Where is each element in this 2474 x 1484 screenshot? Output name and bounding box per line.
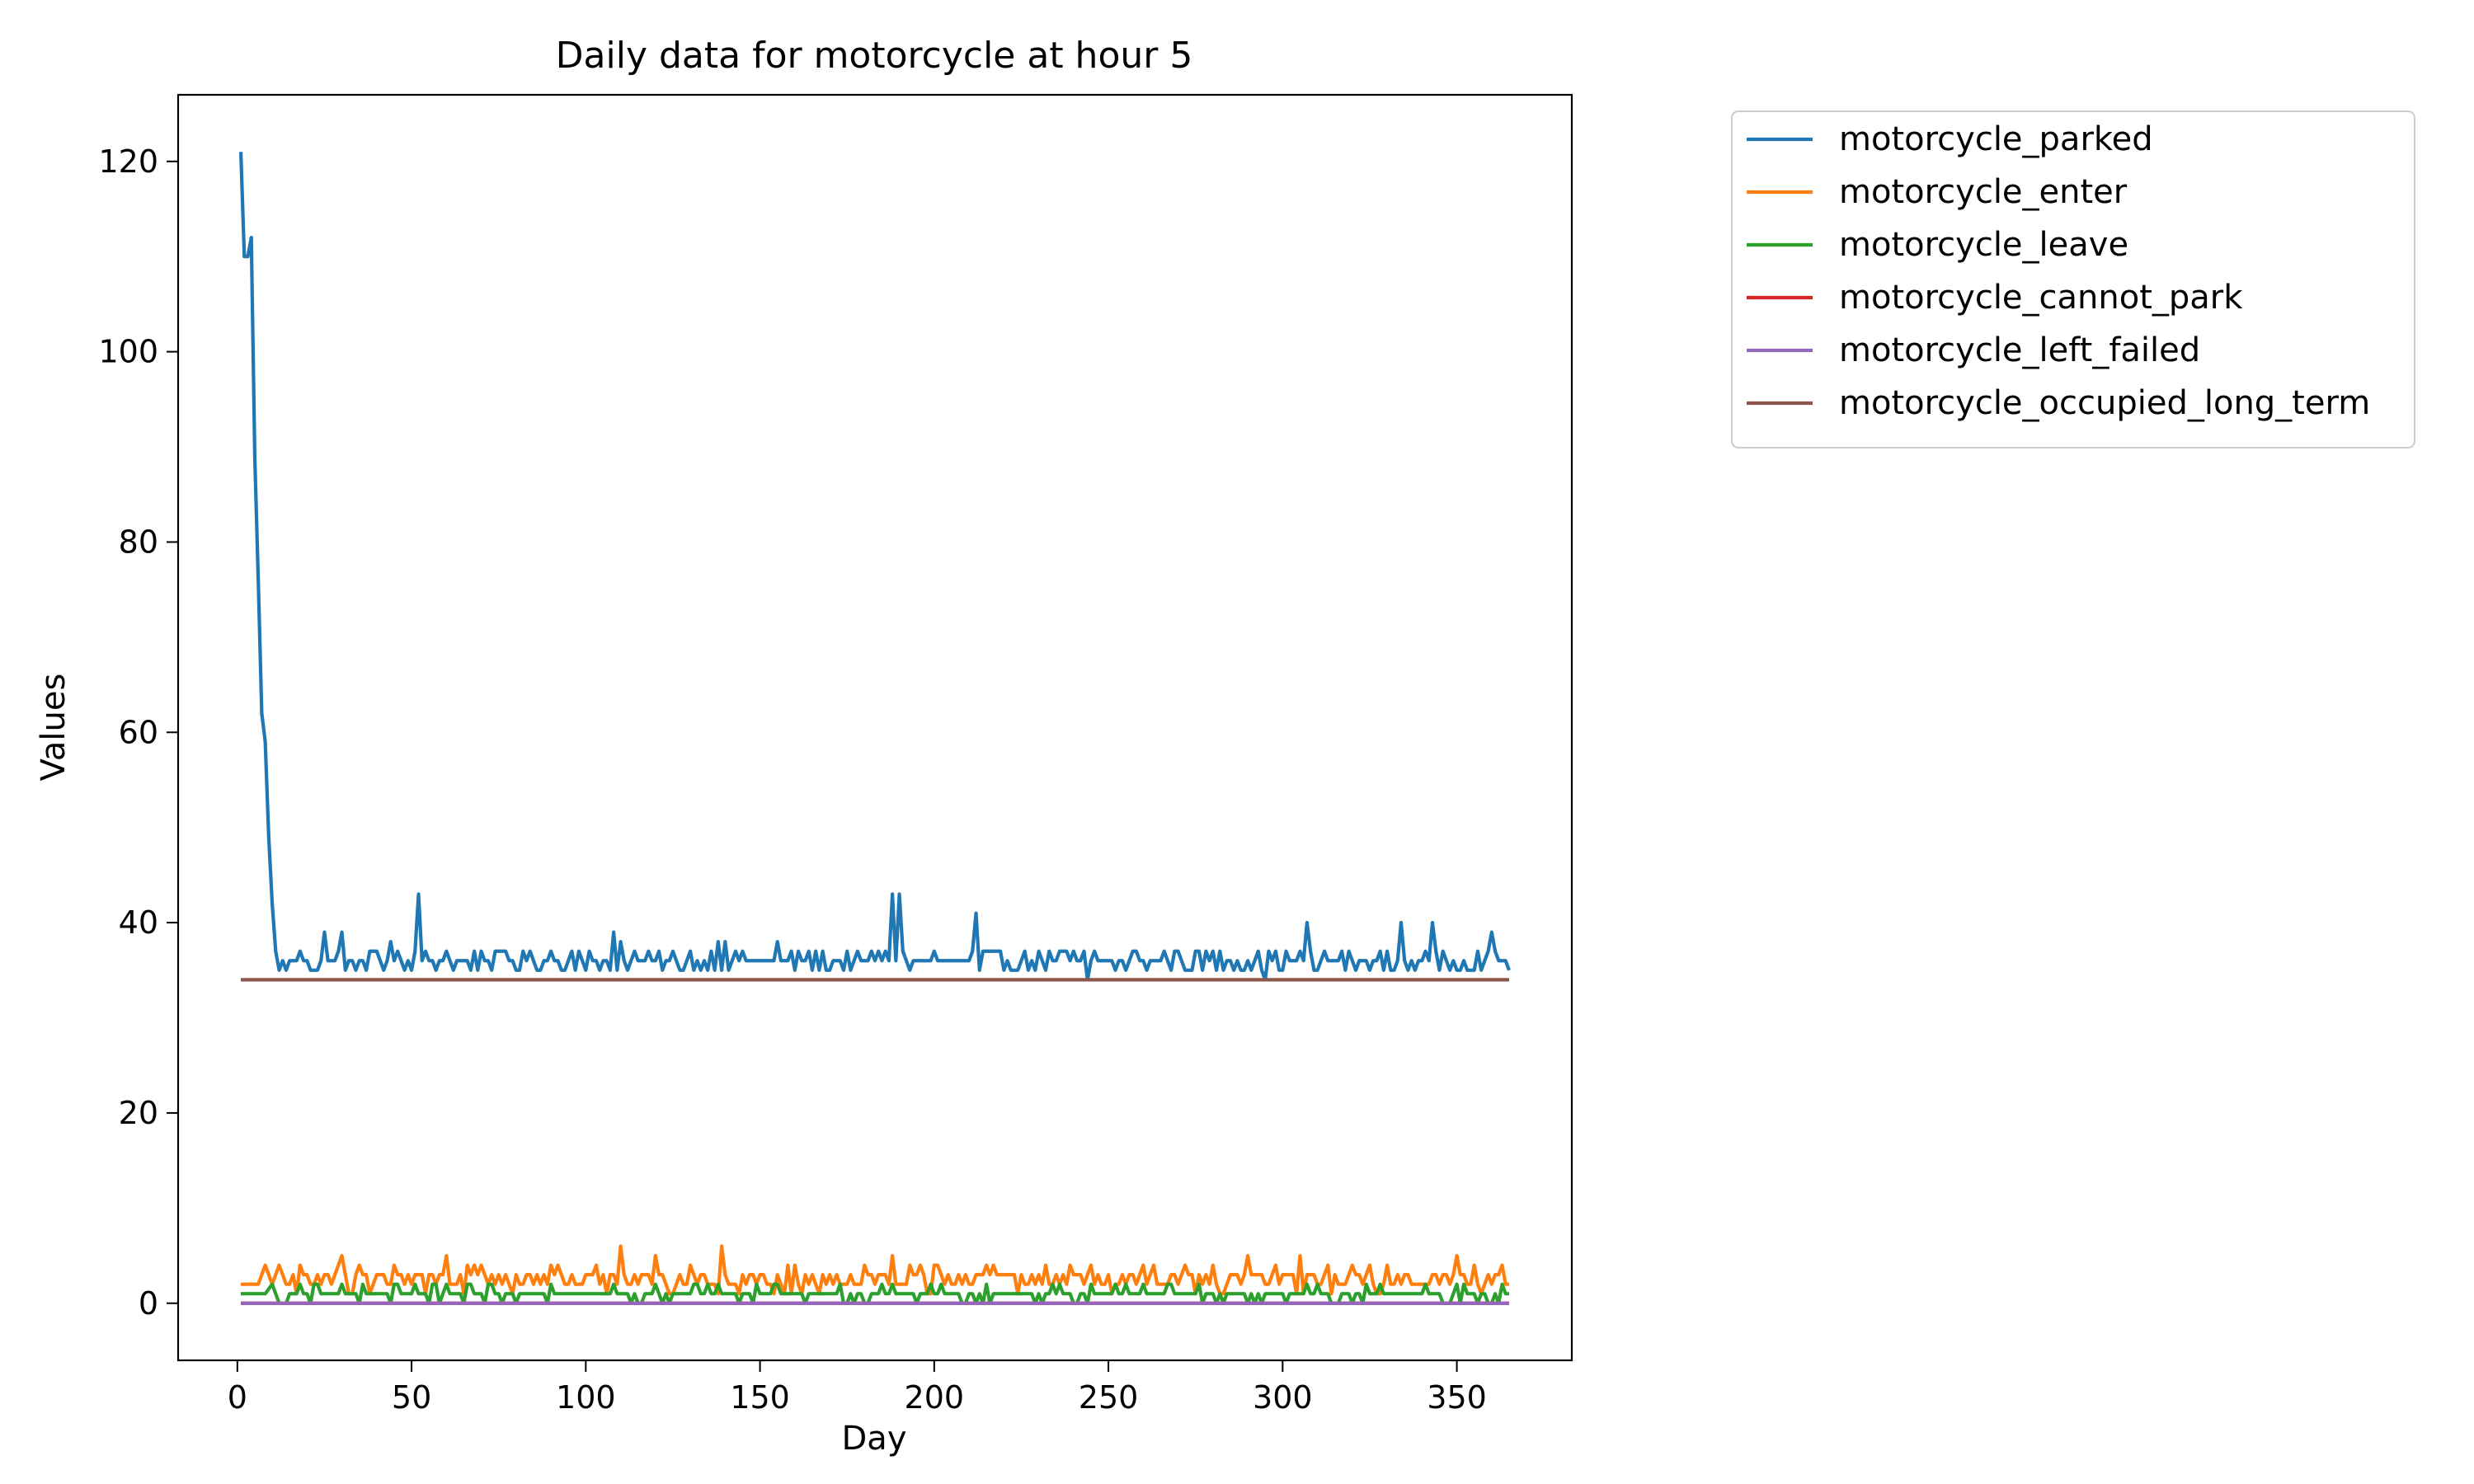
- x-tick-label: 200: [905, 1379, 965, 1416]
- legend-entry: motorcycle_enter: [1839, 173, 2128, 211]
- y-tick-label: 120: [98, 143, 158, 180]
- plot-area: [238, 152, 1511, 1305]
- y-tick-label: 40: [119, 904, 158, 941]
- legend-entry: motorcycle_left_failed: [1839, 331, 2200, 369]
- series-line-motorcycle-leave: [241, 1282, 1509, 1305]
- x-tick-label: 350: [1427, 1379, 1487, 1416]
- legend: motorcycle_parked motorcycle_entermotorcy…: [1731, 110, 2415, 448]
- y-tick-label: 60: [119, 714, 158, 750]
- legend-box: [1731, 110, 2415, 448]
- x-axis: 0 50 100 150 200 250 300 350: [228, 1360, 1487, 1416]
- x-tick-label: 100: [556, 1379, 616, 1416]
- legend-entry: motorcycle_occupied_long_term: [1839, 384, 2370, 422]
- x-tick-label: 50: [392, 1379, 431, 1416]
- series-line-motorcycle-parked: [238, 152, 1511, 982]
- series-line-motorcycle-enter: [241, 1244, 1509, 1296]
- x-tick-label: 150: [730, 1379, 790, 1416]
- y-axis-label: Values: [35, 674, 73, 782]
- legend-entry: motorcycle_leave: [1839, 226, 2128, 264]
- y-tick-label: 0: [139, 1285, 158, 1322]
- x-tick-label: 300: [1253, 1379, 1313, 1416]
- y-axis: 0 20 40 60 80 100 120: [98, 143, 178, 1322]
- x-tick-label: 250: [1079, 1379, 1139, 1416]
- legend-entry: motorcycle_parked: [1839, 120, 2153, 158]
- y-tick-label: 20: [119, 1095, 158, 1131]
- plot-frame: [176, 93, 1573, 1362]
- x-axis-label: Day: [842, 1420, 907, 1458]
- legend-entry: motorcycle_cannot_park: [1839, 279, 2243, 317]
- chart-title: Daily data for motorcycle at hour 5: [556, 35, 1193, 77]
- y-tick-label: 80: [119, 524, 158, 560]
- x-tick-label: 0: [228, 1379, 247, 1416]
- y-tick-label: 100: [98, 334, 158, 370]
